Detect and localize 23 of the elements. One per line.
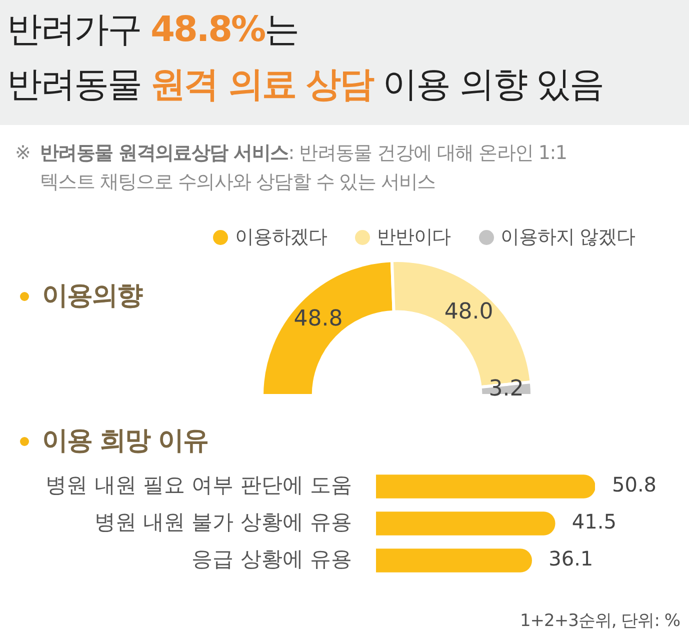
legend-label: 반반이다 <box>377 225 451 250</box>
text: 이용 의향 있음 <box>382 65 603 105</box>
text: 48.8% <box>150 10 265 50</box>
text: 는 <box>264 10 298 50</box>
y-tick-label: 응급 상황에 유용 <box>192 546 352 571</box>
data-label: 3.2 <box>488 376 524 402</box>
data-label: 41.5 <box>572 510 616 534</box>
legend-label: 이용하겠다 <box>235 225 328 250</box>
text: 반려가구 <box>7 10 142 50</box>
y-tick-label: 병원 내원 불가 상황에 유용 <box>94 510 352 534</box>
data-label: 36.1 <box>548 546 594 571</box>
text: 이용의향 <box>42 280 142 312</box>
data-label: 48.0 <box>444 300 494 325</box>
text: 반려동물 <box>7 65 142 105</box>
data-label: 50.8 <box>612 472 657 497</box>
text: 원격 의료 상담 <box>150 65 374 105</box>
text: ※ <box>15 141 32 166</box>
legend-label: 이용하지 않겠다 <box>500 225 635 250</box>
text: 1+2+3순위, 단위: % <box>520 610 680 632</box>
data-label: 48.8 <box>294 306 343 332</box>
text: 이용 희망 이유 <box>42 425 208 457</box>
text: 반려동물 원격의료상담 서비스 <box>40 142 288 164</box>
y-tick-label: 병원 내원 필요 여부 판단에 도움 <box>46 472 352 497</box>
